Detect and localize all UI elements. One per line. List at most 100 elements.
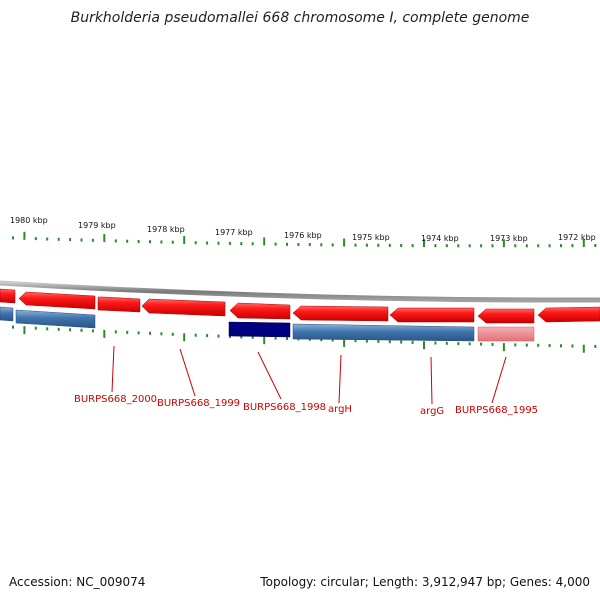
outer-minor-tick <box>228 241 231 245</box>
outer-minor-tick <box>57 237 60 241</box>
inner-minor-tick <box>560 344 562 348</box>
scale-label-1979: 1979 kbp <box>78 221 116 230</box>
gene-forward-4[interactable] <box>141 298 226 317</box>
scale-label-1972: 1972 kbp <box>558 233 596 242</box>
inner-minor-tick <box>445 341 448 345</box>
outer-major-tick <box>343 238 346 247</box>
gene-forward-3[interactable] <box>97 296 141 313</box>
outer-minor-tick <box>365 243 368 247</box>
inner-major-tick <box>343 338 346 347</box>
gene-label-leaders <box>111 345 507 405</box>
outer-major-tick <box>23 231 26 240</box>
inner-minor-tick <box>137 331 140 335</box>
gene-reverse-2[interactable] <box>15 309 96 329</box>
gene-forward-6[interactable] <box>292 305 389 322</box>
outer-minor-tick <box>354 243 357 247</box>
outer-minor-tick <box>149 240 151 244</box>
inner-minor-tick <box>331 338 334 342</box>
outer-minor-tick <box>46 237 49 241</box>
gene-pseudo[interactable] <box>477 326 535 342</box>
outer-minor-tick <box>594 244 597 247</box>
inner-minor-tick <box>171 332 174 336</box>
outer-minor-tick <box>525 244 528 248</box>
outer-minor-tick <box>400 244 403 247</box>
inner-minor-tick <box>286 337 288 340</box>
inner-minor-tick <box>274 336 277 340</box>
leader-argh <box>338 354 342 404</box>
gene-label-burps668-2000[interactable]: BURPS668_2000 <box>74 394 157 405</box>
inner-major-tick <box>103 329 106 338</box>
outer-minor-tick <box>251 242 254 246</box>
outer-minor-tick <box>457 244 460 248</box>
outer-minor-tick <box>114 239 117 243</box>
inner-minor-tick <box>365 339 368 343</box>
outer-minor-tick <box>320 243 323 247</box>
outer-major-tick <box>263 237 266 246</box>
inner-minor-tick <box>228 335 231 338</box>
inner-minor-tick <box>91 329 94 333</box>
gene-forward-8[interactable] <box>477 308 535 324</box>
outer-major-tick <box>423 239 425 248</box>
accession-label: Accession: NC_009074 <box>9 575 146 589</box>
scale-labels: 1980 kbp 1979 kbp 1978 kbp 1977 kbp 1976… <box>10 216 596 243</box>
outer-minor-tick <box>91 238 94 242</box>
gene-label-burps668-1998[interactable]: BURPS668_1998 <box>243 402 326 413</box>
outer-minor-tick <box>274 242 277 246</box>
outer-minor-tick <box>240 242 243 246</box>
leader-burps668-1998 <box>257 351 282 400</box>
inner-minor-tick <box>354 339 357 343</box>
gene-label-burps668-1995[interactable]: BURPS668_1995 <box>455 405 538 416</box>
outer-scale-ticks <box>12 231 597 248</box>
leader-burps668-1999 <box>179 348 196 397</box>
gene-forward-9[interactable] <box>537 306 600 323</box>
reverse-strand-genes <box>0 306 535 342</box>
outer-minor-tick <box>571 244 574 248</box>
gene-forward-7[interactable] <box>389 307 475 323</box>
inner-minor-tick <box>194 333 197 337</box>
scale-label-1975: 1975 kbp <box>352 233 390 242</box>
outer-minor-tick <box>80 238 83 242</box>
outer-minor-tick <box>217 241 220 245</box>
inner-minor-tick <box>217 334 220 338</box>
gene-reverse-3[interactable] <box>292 323 475 342</box>
gene-labels: BURPS668_2000 BURPS668_1999 BURPS668_199… <box>74 394 538 417</box>
outer-minor-tick <box>12 236 14 240</box>
inner-minor-tick <box>46 327 49 331</box>
inner-minor-tick <box>57 327 60 331</box>
outer-minor-tick <box>331 243 334 247</box>
inner-minor-tick <box>206 334 209 338</box>
gene-label-burps668-1999[interactable]: BURPS668_1999 <box>157 398 240 409</box>
inner-minor-tick <box>480 342 483 346</box>
gene-forward-1[interactable] <box>0 288 16 304</box>
outer-minor-tick <box>171 240 174 244</box>
outer-minor-tick <box>137 240 140 243</box>
outer-minor-tick <box>126 239 129 243</box>
outer-minor-tick <box>206 241 209 245</box>
gene-reverse-1[interactable] <box>0 306 14 322</box>
scale-label-1980: 1980 kbp <box>10 216 48 225</box>
inner-minor-tick <box>69 328 72 332</box>
gene-reverse-selected[interactable] <box>228 321 291 338</box>
inner-minor-tick <box>149 331 151 335</box>
outer-minor-tick <box>537 244 540 248</box>
outer-minor-tick <box>194 241 197 245</box>
inner-minor-tick <box>388 340 391 344</box>
leader-argg <box>430 356 433 405</box>
inner-minor-tick <box>114 330 117 334</box>
chromosome-backbone <box>0 280 600 303</box>
inner-minor-tick <box>548 344 551 348</box>
inner-minor-tick <box>126 330 129 334</box>
scale-label-1977: 1977 kbp <box>215 228 253 237</box>
inner-major-tick <box>263 336 266 345</box>
gene-forward-5[interactable] <box>229 302 291 320</box>
gene-label-argh[interactable]: argH <box>328 404 352 415</box>
gene-forward-2[interactable] <box>18 291 96 310</box>
outer-minor-tick <box>377 243 380 247</box>
inner-minor-tick <box>537 343 540 347</box>
outer-minor-tick <box>308 243 311 247</box>
inner-minor-tick <box>160 332 163 336</box>
outer-minor-tick <box>160 240 163 244</box>
inner-minor-tick <box>411 340 414 344</box>
gene-label-argg[interactable]: argG <box>420 406 444 417</box>
